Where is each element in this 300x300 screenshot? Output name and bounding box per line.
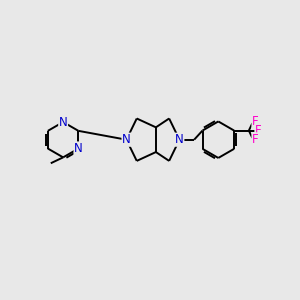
Text: N: N xyxy=(59,116,68,128)
Text: N: N xyxy=(122,133,131,146)
Text: F: F xyxy=(252,133,259,146)
Text: N: N xyxy=(175,133,184,146)
Text: F: F xyxy=(255,124,262,137)
Text: N: N xyxy=(74,142,83,155)
Text: F: F xyxy=(252,115,259,128)
